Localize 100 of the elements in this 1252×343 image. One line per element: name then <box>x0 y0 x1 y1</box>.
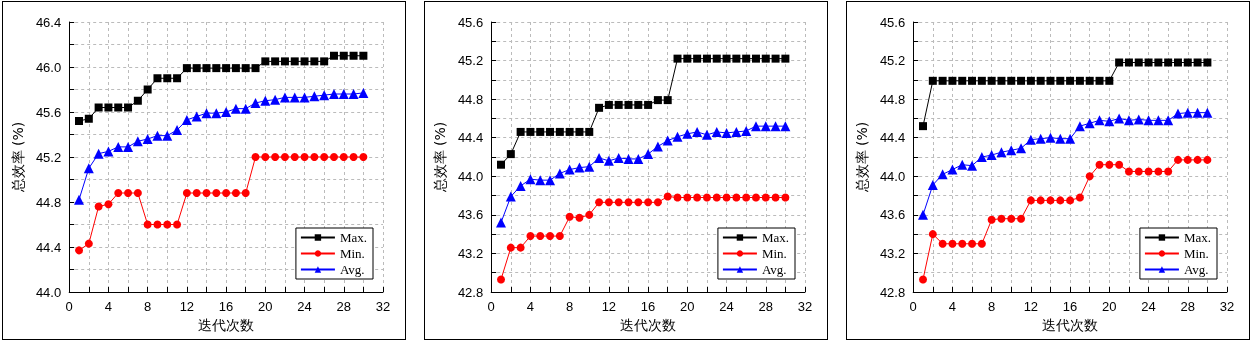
point <box>526 232 535 241</box>
point <box>1105 76 1114 85</box>
point <box>497 275 506 284</box>
x-tick-label: 0 <box>65 299 73 314</box>
point <box>732 193 741 202</box>
point <box>250 98 261 108</box>
point <box>574 162 585 173</box>
x-tick-label: 32 <box>375 299 391 314</box>
point <box>506 243 515 252</box>
point <box>760 121 771 132</box>
point <box>781 54 790 63</box>
point <box>123 141 134 152</box>
point <box>1026 196 1035 205</box>
point <box>585 127 594 136</box>
point <box>967 160 978 171</box>
legend-label: Avg. <box>339 262 365 277</box>
y-tick-label: 44.8 <box>457 91 484 107</box>
point <box>1094 115 1105 126</box>
x-tick-label: 12 <box>1023 299 1039 314</box>
x-tick-label: 4 <box>948 299 957 314</box>
point <box>918 209 929 220</box>
x-tick-label: 28 <box>336 299 352 314</box>
point <box>75 246 84 255</box>
legend-label: Avg. <box>761 262 787 277</box>
y-axis-title: 总效率 (%) <box>854 121 870 194</box>
point <box>338 89 349 99</box>
x-tick-label: 16 <box>218 299 234 314</box>
point <box>1036 196 1045 205</box>
point <box>1095 160 1104 169</box>
point <box>702 54 711 63</box>
point <box>624 198 633 207</box>
point <box>565 212 574 221</box>
point <box>94 202 103 211</box>
point <box>958 239 967 248</box>
point <box>1134 58 1143 67</box>
x-tick-label: 20 <box>1102 299 1117 314</box>
point <box>505 191 516 202</box>
point <box>771 193 780 202</box>
point <box>613 152 624 163</box>
point <box>663 96 672 105</box>
point <box>1114 113 1125 124</box>
point <box>104 103 113 112</box>
point <box>114 103 123 112</box>
point <box>359 51 368 60</box>
y-axis-title: 总效率 (%) <box>432 121 448 194</box>
legend-label: Max. <box>761 230 790 245</box>
x-tick-label: 8 <box>566 299 574 314</box>
point <box>693 54 702 63</box>
legend-label: Avg. <box>1183 262 1209 277</box>
point <box>968 76 977 85</box>
point <box>1202 107 1213 118</box>
y-tick-label: 43.6 <box>879 207 906 223</box>
point <box>114 189 123 197</box>
y-tick-label: 45.6 <box>35 104 62 120</box>
x-tick-label: 28 <box>758 299 774 314</box>
point <box>516 243 525 252</box>
point <box>546 232 555 241</box>
point <box>957 159 968 170</box>
point <box>132 136 143 147</box>
point <box>1104 116 1115 127</box>
x-tick-label: 12 <box>601 299 617 314</box>
point <box>133 189 142 197</box>
point <box>683 54 692 63</box>
point <box>604 100 613 109</box>
point <box>1046 196 1055 205</box>
point <box>94 103 103 112</box>
point <box>555 232 564 241</box>
point <box>1154 167 1163 176</box>
x-axis-title: 迭代次数 <box>198 317 255 333</box>
point <box>222 64 231 73</box>
point <box>761 193 770 202</box>
point <box>1026 76 1035 85</box>
point <box>182 189 191 197</box>
point <box>1046 76 1055 85</box>
point <box>948 76 957 85</box>
point <box>535 175 546 186</box>
point <box>1203 58 1212 67</box>
point <box>927 179 938 190</box>
point <box>133 96 142 105</box>
point <box>712 54 721 63</box>
point <box>113 141 124 152</box>
point <box>722 193 731 202</box>
point <box>261 153 270 161</box>
y-tick-label: 44.0 <box>879 168 906 184</box>
point <box>349 153 358 161</box>
point <box>181 114 192 125</box>
point <box>780 121 791 132</box>
point <box>1163 115 1174 126</box>
y-tick-label: 44.4 <box>35 239 62 255</box>
point <box>271 153 280 161</box>
point <box>546 127 555 136</box>
point <box>280 57 289 66</box>
x-axis-title: 迭代次数 <box>1042 317 1099 333</box>
point <box>1115 58 1124 67</box>
x-tick-label: 4 <box>526 299 535 314</box>
point <box>1025 134 1036 145</box>
point <box>750 121 761 132</box>
point <box>192 64 201 73</box>
point <box>300 153 309 161</box>
y-tick-label: 42.8 <box>457 284 484 300</box>
